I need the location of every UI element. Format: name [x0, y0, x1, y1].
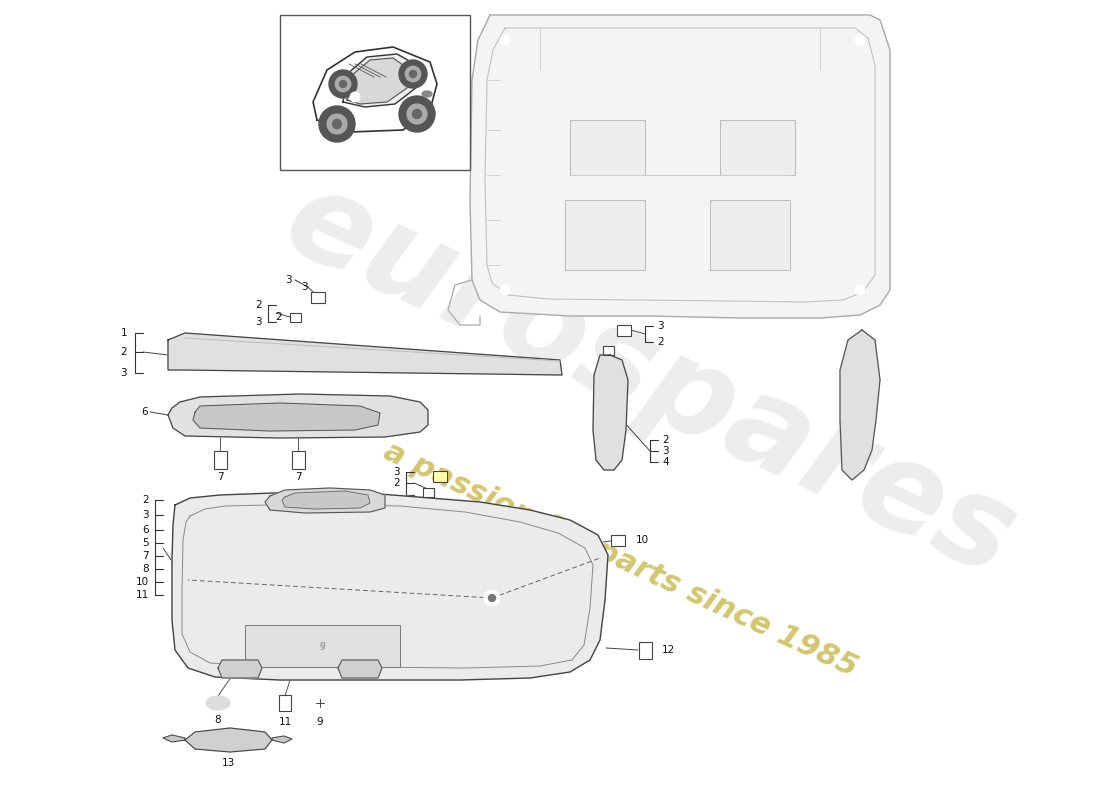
- Text: 10: 10: [136, 577, 149, 587]
- Polygon shape: [314, 47, 437, 132]
- Circle shape: [350, 92, 360, 102]
- Bar: [279, 695, 292, 711]
- Circle shape: [855, 285, 865, 295]
- Text: 3: 3: [142, 510, 148, 520]
- Text: 12: 12: [662, 645, 675, 655]
- Polygon shape: [272, 736, 292, 743]
- Bar: [280, 15, 470, 170]
- Polygon shape: [168, 333, 562, 375]
- Text: 3: 3: [255, 317, 262, 327]
- Circle shape: [319, 106, 355, 142]
- Text: eurospares: eurospares: [266, 158, 1034, 602]
- Bar: [289, 313, 300, 322]
- Polygon shape: [346, 58, 410, 104]
- Text: 8: 8: [142, 564, 148, 574]
- Polygon shape: [282, 491, 370, 509]
- Bar: [610, 534, 625, 546]
- Bar: [638, 642, 651, 658]
- Text: 3: 3: [301, 282, 308, 292]
- Text: 3: 3: [657, 321, 663, 331]
- Text: 7: 7: [217, 472, 223, 482]
- Circle shape: [340, 81, 346, 87]
- Text: 2: 2: [255, 300, 262, 310]
- Polygon shape: [192, 403, 380, 431]
- Circle shape: [500, 285, 510, 295]
- Text: 11: 11: [278, 717, 292, 727]
- Text: 3: 3: [394, 467, 400, 477]
- Circle shape: [855, 35, 865, 45]
- Polygon shape: [168, 394, 428, 438]
- Text: 3: 3: [120, 368, 127, 378]
- Bar: [213, 451, 227, 469]
- Bar: [720, 120, 795, 175]
- Polygon shape: [593, 355, 628, 470]
- Bar: [710, 200, 790, 270]
- Text: 2: 2: [662, 435, 669, 445]
- Circle shape: [332, 119, 341, 129]
- Bar: [245, 625, 400, 667]
- Text: 6: 6: [142, 525, 148, 535]
- Text: 2: 2: [657, 337, 663, 347]
- Circle shape: [484, 590, 500, 606]
- Bar: [422, 487, 433, 497]
- Circle shape: [327, 114, 346, 134]
- Text: 1: 1: [120, 328, 127, 338]
- Text: 5: 5: [142, 538, 148, 548]
- Text: 13: 13: [221, 758, 234, 768]
- Polygon shape: [218, 660, 262, 678]
- Text: 2: 2: [142, 495, 148, 505]
- Circle shape: [500, 35, 510, 45]
- Bar: [433, 470, 447, 482]
- Text: 8: 8: [214, 715, 221, 725]
- Text: 11: 11: [135, 590, 149, 600]
- Polygon shape: [185, 728, 272, 752]
- Circle shape: [336, 76, 351, 92]
- Ellipse shape: [206, 696, 230, 710]
- Text: 2: 2: [394, 478, 400, 488]
- Text: 3: 3: [285, 275, 292, 285]
- Circle shape: [405, 66, 420, 82]
- Text: 7: 7: [295, 472, 301, 482]
- Text: 10: 10: [636, 535, 649, 545]
- Text: §I: §I: [320, 642, 327, 650]
- Bar: [311, 291, 324, 302]
- Circle shape: [399, 60, 427, 88]
- Text: 4: 4: [662, 457, 669, 467]
- Circle shape: [399, 96, 435, 132]
- Text: 2: 2: [275, 312, 282, 322]
- Bar: [603, 346, 614, 354]
- Circle shape: [412, 110, 421, 118]
- Circle shape: [409, 70, 417, 78]
- Text: 3: 3: [662, 446, 669, 456]
- Bar: [617, 325, 631, 335]
- Text: 7: 7: [142, 551, 148, 561]
- Polygon shape: [470, 15, 890, 318]
- Polygon shape: [338, 660, 382, 678]
- Bar: [570, 120, 645, 175]
- Bar: [292, 451, 305, 469]
- Circle shape: [329, 70, 358, 98]
- Polygon shape: [163, 735, 185, 742]
- Text: 9: 9: [317, 717, 323, 727]
- Bar: [565, 200, 645, 270]
- Text: 2: 2: [120, 347, 127, 357]
- Polygon shape: [265, 488, 385, 513]
- Text: a passion for parts since 1985: a passion for parts since 1985: [378, 437, 861, 683]
- Polygon shape: [172, 492, 608, 680]
- Circle shape: [314, 696, 327, 710]
- Polygon shape: [343, 54, 420, 107]
- Text: 6: 6: [142, 407, 148, 417]
- Circle shape: [488, 594, 495, 602]
- Circle shape: [407, 104, 427, 124]
- Ellipse shape: [422, 91, 432, 97]
- Polygon shape: [840, 330, 880, 480]
